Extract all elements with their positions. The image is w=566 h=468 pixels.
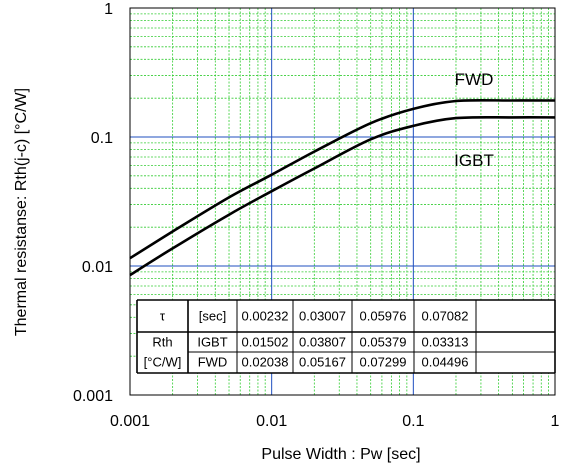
table-cell: FWD <box>198 355 228 370</box>
table-cell: 0.05379 <box>360 335 407 350</box>
table-cell: 0.03007 <box>299 309 346 324</box>
table-cell: 0.01502 <box>242 335 289 350</box>
y-tick-label: 0.01 <box>82 259 113 276</box>
x-tick-label: 0.1 <box>402 413 424 430</box>
series-label-igbt: IGBT <box>454 151 494 170</box>
table-background <box>137 300 555 373</box>
table-cell: 0.05976 <box>360 309 407 324</box>
series-label-fwd: FWD <box>455 70 494 89</box>
thermal-parameter-table: τ [sec] 0.00232 0.03007 0.05976 0.07082 Rth IGB… <box>136 299 556 374</box>
series-labels: FWD IGBT <box>454 70 494 170</box>
y-tick-label: 0.001 <box>73 388 113 405</box>
table-cell: 0.07299 <box>360 355 407 370</box>
plot-frame <box>129 7 556 396</box>
table-cell: τ <box>160 309 166 324</box>
table-cell: 0.04496 <box>422 355 469 370</box>
table-cell: [°C/W] <box>144 355 182 370</box>
y-tick-labels: 0.001 0.01 0.1 1 <box>73 1 113 405</box>
table-cell: [sec] <box>199 309 226 324</box>
series-line-fwd <box>129 98 556 260</box>
table-cell: 0.02038 <box>242 355 289 370</box>
series-line-igbt <box>129 115 556 277</box>
table-cell: IGBT <box>197 335 227 350</box>
y-tick-label: 1 <box>104 1 113 18</box>
x-tick-labels: 0.001 0.01 0.1 1 <box>110 413 560 430</box>
table-cell: 0.00232 <box>242 309 289 324</box>
table-cell: 0.03313 <box>422 335 469 350</box>
table-cell: 0.05167 <box>299 355 346 370</box>
y-axis-label: Thermal resistanse: Rth(j-c) [°C/W] <box>13 88 30 336</box>
x-tick-label: 0.001 <box>110 413 150 430</box>
y-tick-label: 0.1 <box>91 130 113 147</box>
x-axis-label: Pulse Width : Pw [sec] <box>261 446 420 463</box>
x-tick-label: 1 <box>551 413 560 430</box>
table-cell: 0.03807 <box>299 335 346 350</box>
x-tick-label: 0.01 <box>256 413 287 430</box>
table-cell: 0.07082 <box>422 309 469 324</box>
curves <box>129 98 556 277</box>
table-cell: Rth <box>152 335 172 350</box>
